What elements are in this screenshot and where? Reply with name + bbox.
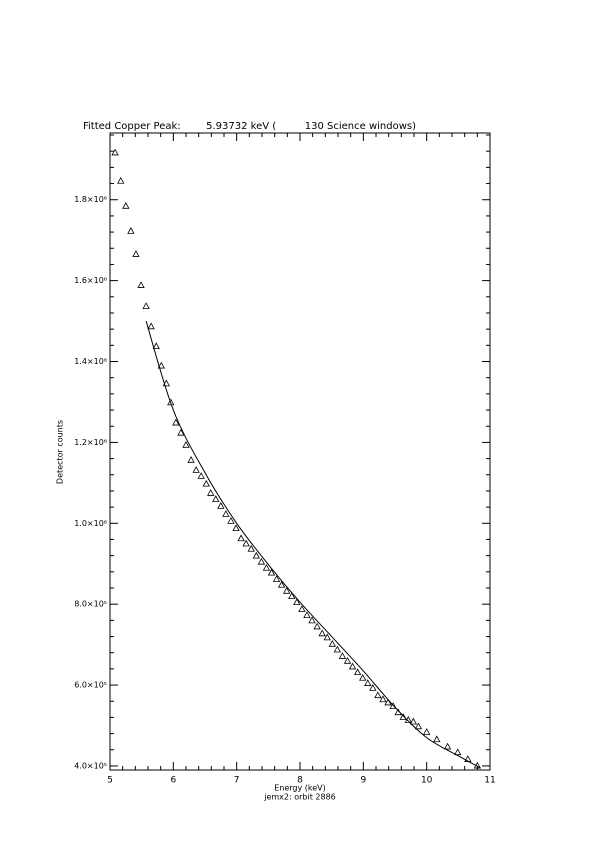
data-point	[288, 592, 296, 599]
data-point	[369, 684, 377, 691]
data-point	[111, 148, 119, 156]
data-point	[359, 673, 367, 681]
data-point	[333, 645, 342, 653]
data-point	[348, 662, 357, 670]
data-point	[277, 580, 286, 588]
data-point	[147, 322, 155, 330]
data-point	[298, 605, 306, 612]
data-point	[192, 466, 200, 473]
x-tick-label: 9	[360, 776, 366, 786]
subtitle: jemx2: orbit 2886	[263, 793, 336, 802]
x-tick-label: 11	[484, 776, 495, 786]
y-tick-label: 1.4×10⁶	[74, 357, 107, 366]
y-axis-label: Detector counts	[56, 420, 65, 484]
data-point	[313, 622, 321, 630]
x-tick-label: 6	[170, 776, 176, 786]
data-point	[182, 440, 190, 448]
y-tick-label: 1.8×10⁶	[74, 195, 107, 204]
data-point	[318, 629, 326, 637]
data-point	[422, 728, 431, 735]
data-point	[177, 428, 185, 436]
x-tick-label: 5	[107, 776, 113, 786]
y-tick-label: 4.0×10⁵	[74, 761, 107, 770]
data-point	[293, 598, 301, 606]
data-point	[132, 250, 140, 257]
data-point	[389, 702, 397, 709]
data-point	[232, 524, 240, 532]
data-point	[323, 633, 331, 641]
data-point	[187, 455, 195, 463]
data-point	[267, 568, 276, 576]
data-point	[127, 227, 135, 234]
y-tick-label: 8.0×10⁵	[74, 600, 107, 609]
data-point	[364, 679, 372, 686]
data-point	[167, 398, 175, 406]
data-point	[222, 510, 230, 517]
fit-curve	[145, 320, 481, 769]
data-point	[343, 656, 352, 664]
data-point	[433, 735, 441, 743]
data-point	[409, 717, 418, 725]
data-point	[117, 176, 125, 184]
data-point	[157, 361, 165, 369]
data-point	[212, 495, 220, 502]
data-point	[328, 639, 336, 647]
data-point	[142, 302, 150, 310]
data-point	[152, 342, 160, 350]
data-point	[242, 539, 250, 547]
data-point	[122, 201, 130, 209]
data-point	[374, 691, 382, 699]
data-point	[202, 479, 210, 487]
data-point	[272, 575, 281, 583]
data-point	[172, 418, 180, 426]
y-tick-label: 1.0×10⁶	[74, 519, 107, 528]
x-axis-label: Energy (keV)	[274, 784, 326, 793]
y-tick-label: 6.0×10⁵	[74, 681, 107, 690]
data-point	[308, 616, 316, 624]
data-point	[384, 698, 392, 706]
data-point	[414, 722, 423, 730]
y-tick-label: 1.6×10⁶	[74, 276, 107, 285]
data-point	[252, 551, 260, 559]
x-tick-label: 10	[421, 776, 433, 786]
data-point	[303, 611, 311, 618]
data-point	[247, 544, 255, 552]
data-point	[454, 748, 462, 756]
data-point	[283, 586, 291, 594]
x-tick-label: 7	[234, 776, 240, 786]
data-point	[137, 281, 145, 288]
data-point	[338, 652, 347, 659]
chart-title: Fitted Copper Peak: 5.93732 keV ( 130 Sc…	[83, 121, 416, 132]
data-point	[227, 517, 235, 524]
data-point	[197, 472, 205, 479]
y-tick-label: 1.2×10⁶	[74, 438, 107, 447]
x-tick-label: 8	[297, 776, 303, 786]
data-point	[237, 534, 245, 542]
data-point	[257, 557, 266, 565]
data-point	[353, 668, 362, 676]
data-point	[162, 379, 171, 387]
data-point	[379, 695, 387, 703]
data-point	[443, 742, 452, 750]
data-point	[262, 563, 271, 571]
data-point	[217, 502, 225, 509]
data-point	[207, 489, 215, 496]
